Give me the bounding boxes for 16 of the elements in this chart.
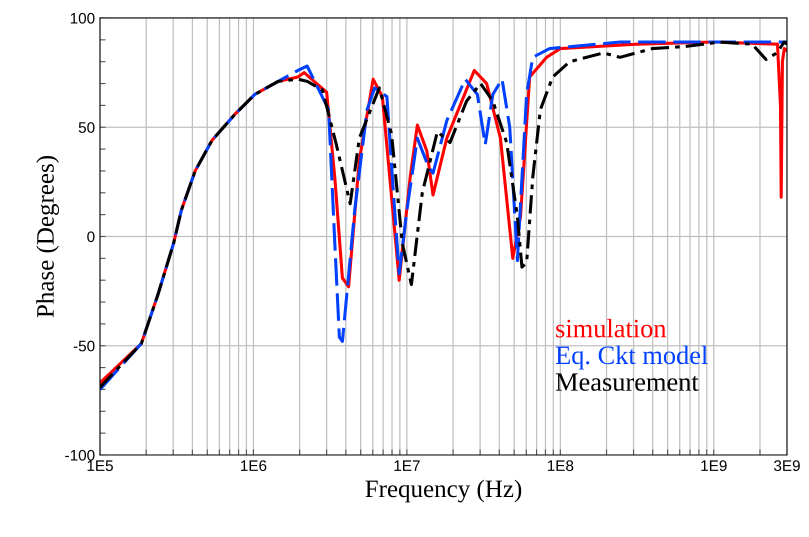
x-tick-label: 1E6 [241,460,266,472]
text: simulation [556,318,666,338]
y-tick-label: 0 [87,231,95,242]
y-tick-label: 100 [70,12,95,24]
x-tick-label: 1E8 [548,460,574,472]
y-tick-label: -100 [65,450,95,461]
text: Measurement [556,373,699,391]
x-tick-label: 3E9 [774,460,800,472]
x-tick-label: 1E7 [394,460,420,471]
x-tick-label: 1E5 [88,460,113,472]
y-tick-label: -50 [74,340,95,352]
y-axis-title: Phase (Degrees) [36,156,59,318]
x-tick-label: 1E9 [701,460,727,472]
y-tick-label: 50 [78,122,95,133]
x-axis-title: Frequency (Hz) [365,480,522,502]
text: Eq. Ckt model [556,346,708,370]
